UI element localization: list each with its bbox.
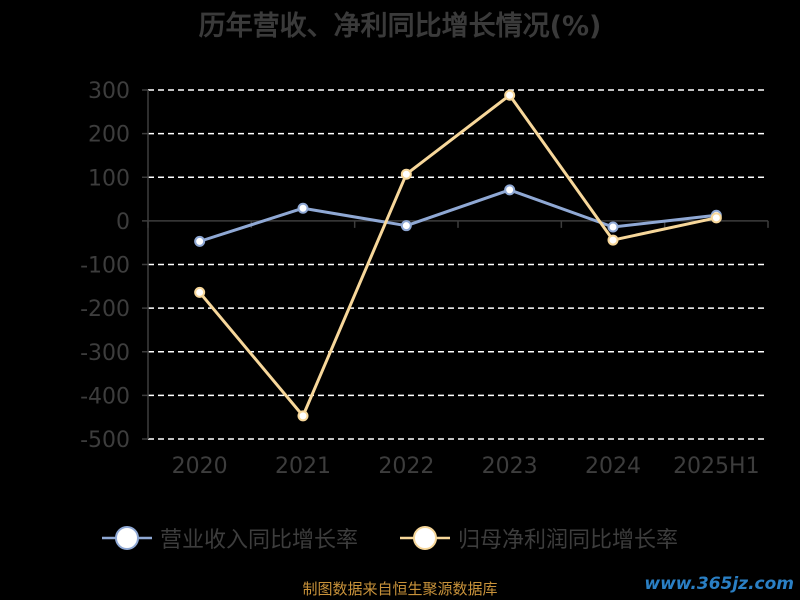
legend-marker-profit — [400, 526, 450, 550]
y-tick-label: -100 — [80, 254, 130, 279]
chart-title: 历年营收、净利同比增长情况(%) — [198, 11, 602, 42]
watermark: www.365jz.com — [644, 574, 794, 594]
series-line-profit — [198, 93, 717, 418]
y-tick-label: -300 — [80, 341, 130, 366]
y-tick-label: 0 — [116, 210, 130, 235]
data-point-profit — [504, 89, 516, 101]
y-tick-label: 300 — [88, 79, 130, 104]
data-point-revenue — [400, 220, 412, 232]
data-point-profit — [710, 212, 722, 224]
data-point-profit — [194, 286, 206, 298]
x-tick-label: 2022 — [378, 454, 434, 479]
legend-label-revenue: 营业收入同比增长率 — [160, 528, 359, 553]
legend-item-revenue[interactable]: 营业收入同比增长率 — [102, 523, 358, 553]
y-tick-label: 200 — [88, 123, 130, 148]
y-tick-label: 100 — [88, 166, 130, 191]
y-tick-label: -500 — [80, 428, 130, 453]
legend-item-profit[interactable]: 归母净利润同比增长率 — [400, 523, 678, 553]
data-point-profit — [400, 168, 412, 180]
legend-label-profit: 归母净利润同比增长率 — [458, 528, 679, 553]
x-tick-label: 2023 — [482, 454, 538, 479]
x-tick-label: 2025H1 — [673, 454, 760, 479]
data-point-revenue — [297, 202, 309, 214]
data-point-revenue — [504, 184, 516, 196]
data-source-note: 制图数据来自恒生聚源数据库 — [302, 580, 498, 598]
series-line-revenue — [199, 188, 717, 243]
x-tick-label: 2021 — [275, 454, 331, 479]
data-point-profit — [297, 410, 309, 422]
y-tick-label: -200 — [80, 297, 130, 322]
x-tick-label: 2020 — [172, 454, 228, 479]
data-point-profit — [607, 234, 619, 246]
x-tick-label: 2024 — [585, 454, 641, 479]
legend: 营业收入同比增长率 归母净利润同比增长率 — [0, 523, 800, 553]
legend-marker-revenue — [102, 526, 152, 550]
y-tick-label: -400 — [80, 384, 130, 409]
data-point-revenue — [607, 221, 619, 233]
data-point-revenue — [194, 235, 206, 247]
